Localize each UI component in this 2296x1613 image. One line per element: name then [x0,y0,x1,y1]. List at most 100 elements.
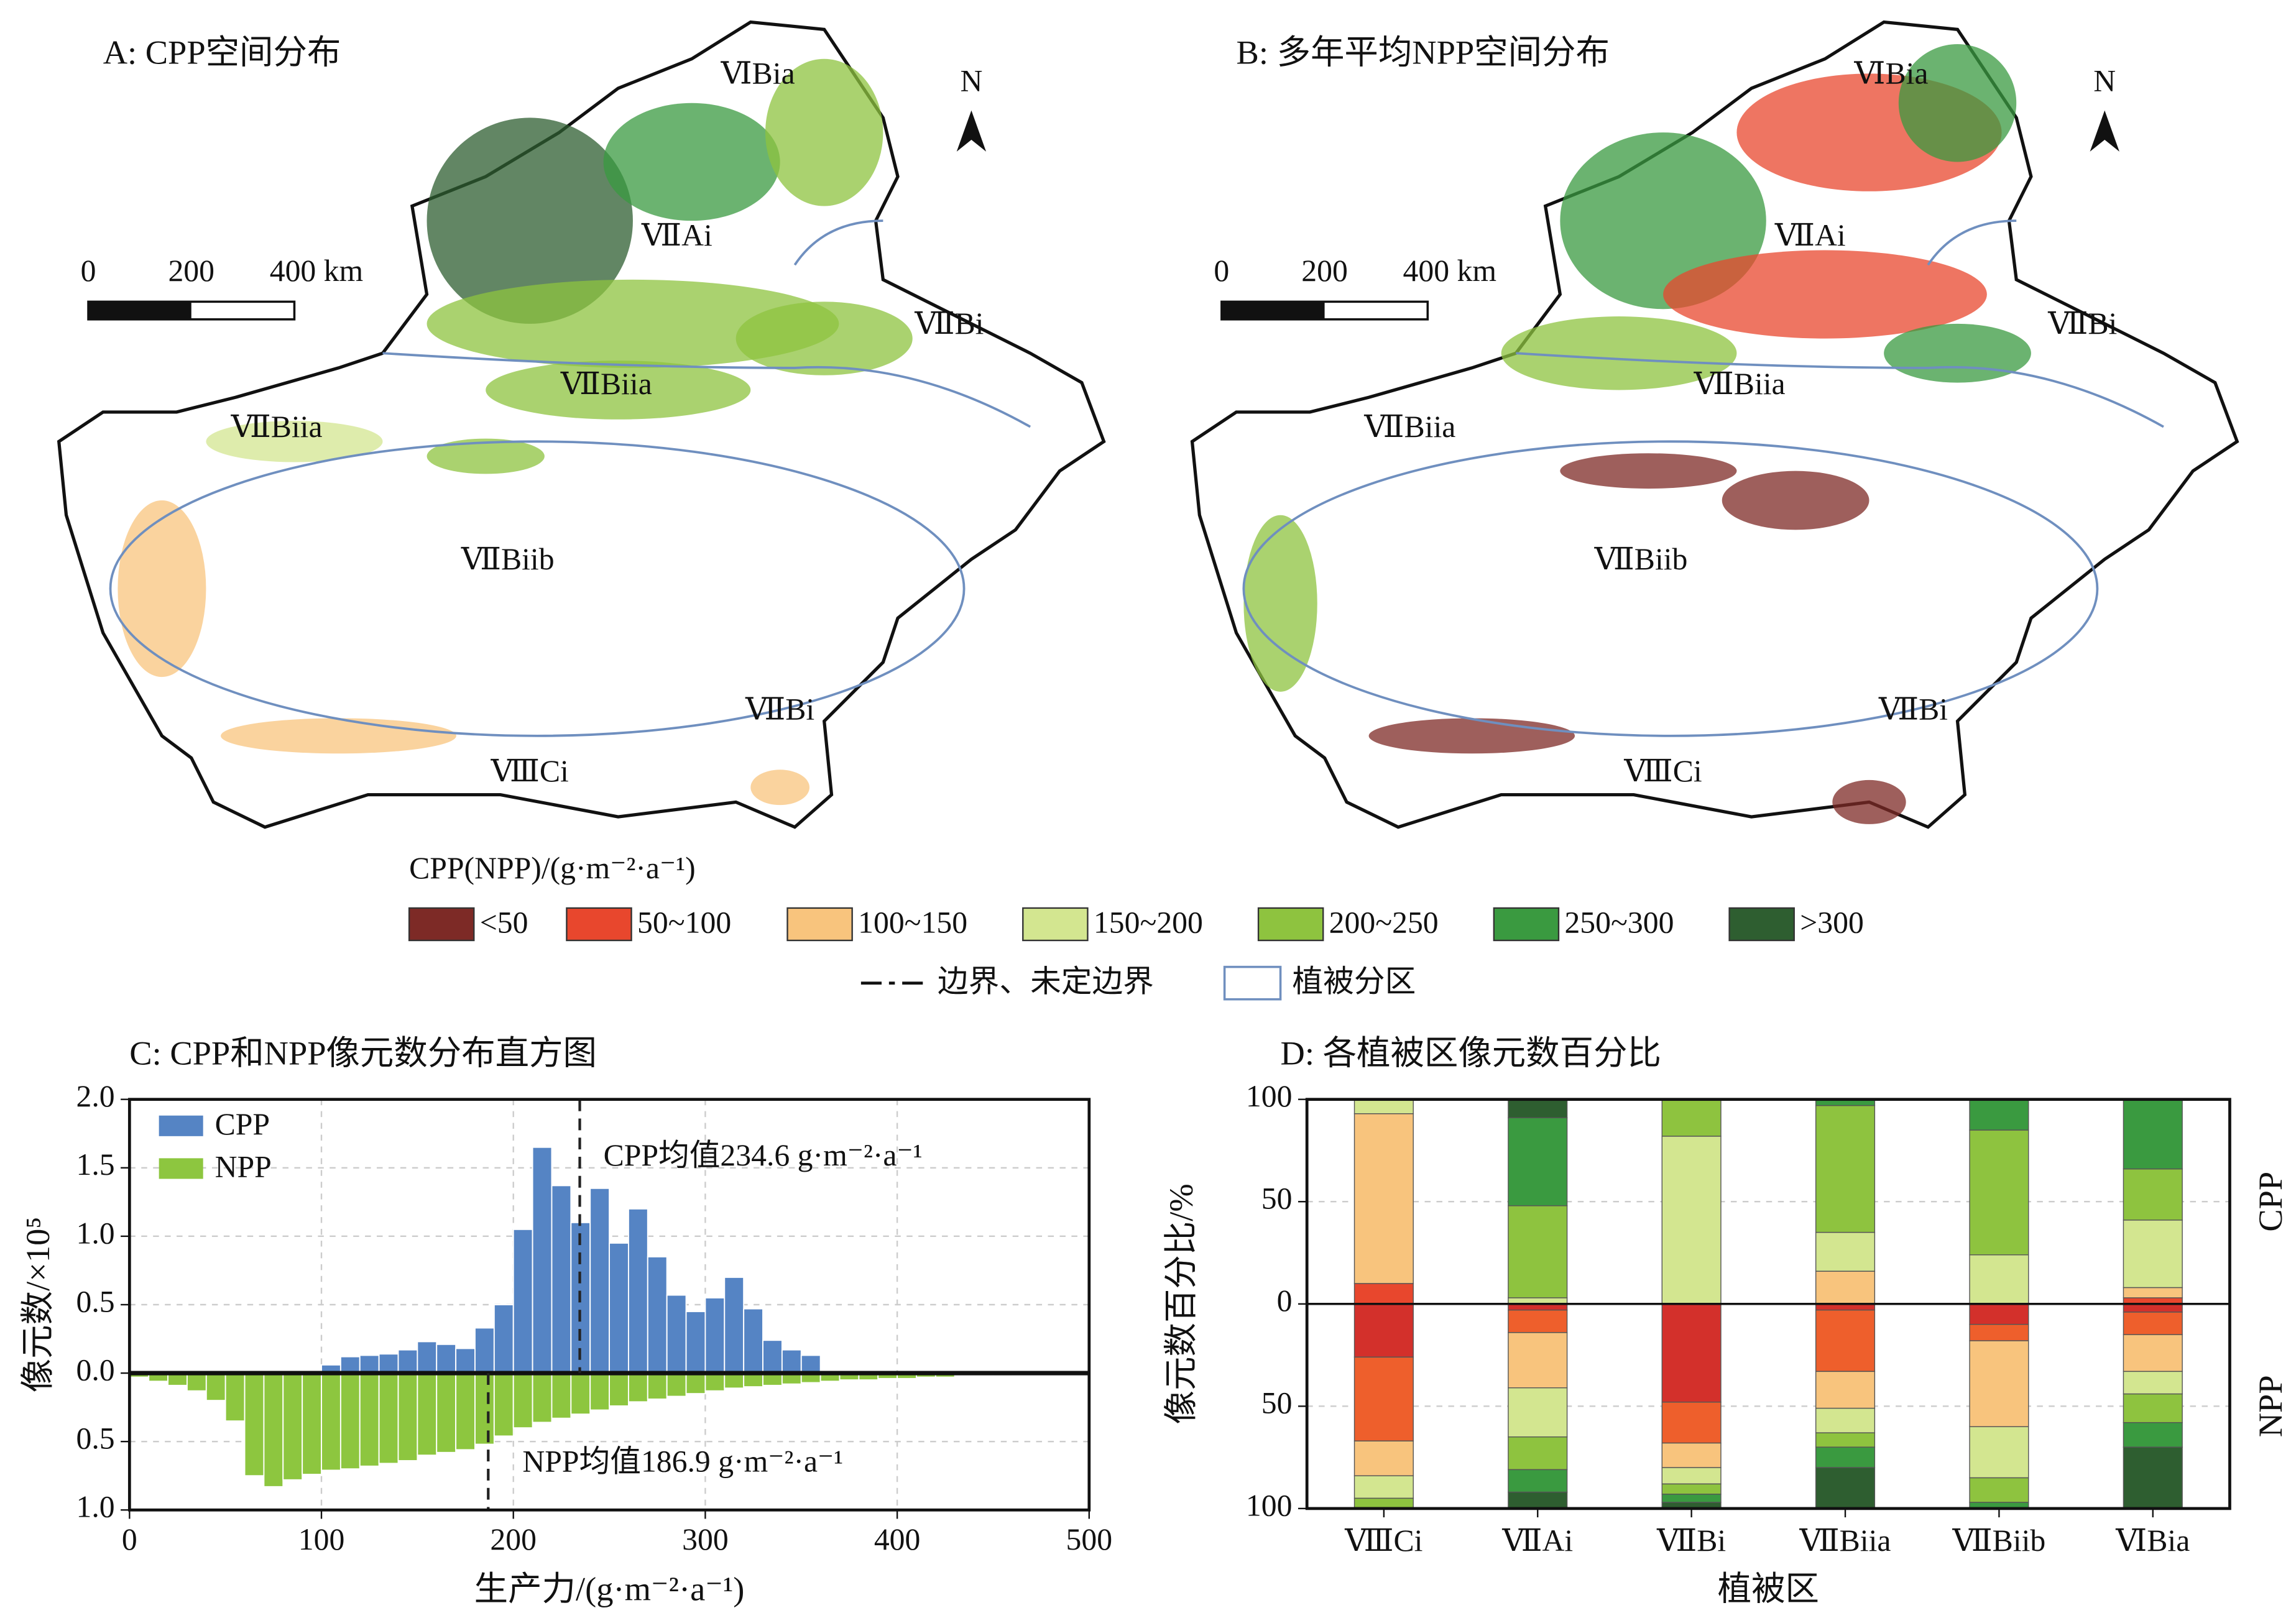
histogram-bar [302,1372,322,1475]
north-label: N [960,63,982,98]
region-label: ⅦBiib [1594,542,1688,576]
stacked-segment [2123,1287,2183,1298]
x-tick-label: 500 [1066,1522,1113,1556]
y-tick-label: 2.0 [76,1079,115,1113]
stacked-segment [1508,1205,1568,1298]
stacked-segment [1661,1402,1722,1444]
stacked-segment [2123,1371,2183,1395]
group-label: NPP [2251,1375,2289,1437]
legend-label: NPP [215,1150,272,1184]
legend-title: CPP(NPP)/(g·m⁻²·a⁻¹) [409,851,696,885]
vegetation-patch [1663,250,1987,339]
x-tick-label: 0 [122,1522,137,1556]
vegetation-patch [1560,453,1737,489]
stacked-segment [1508,1098,1568,1119]
stacked-segment [1969,1426,2029,1479]
region-label: ⅥBia [721,57,795,91]
histogram-bar [704,1372,726,1392]
stacked-segment [1815,1407,1876,1433]
stacked-segment [1353,1356,1414,1441]
legend-label: >300 [1800,906,1864,940]
histogram-bar [474,1327,495,1374]
stacked-segment [1661,1467,1722,1485]
plot-frame [1305,1098,2231,1510]
legend-label: 50~100 [637,906,731,940]
y-tick-label: 50 [1261,1182,1293,1216]
y-tick-label: 0.0 [76,1353,115,1387]
group-label: CPP [2251,1172,2289,1232]
y-axis-label: 像元数百分比/% [1162,1183,1200,1424]
x-tick-label: ⅥBia [2115,1523,2190,1558]
x-axis-label: 植被区 [1718,1569,1819,1607]
stacked-segment [2123,1446,2183,1509]
legend-label: 150~200 [1094,906,1203,940]
stacked-segment [1815,1446,1876,1468]
map-title: A: CPP空间分布 [103,33,341,71]
histogram-bar [570,1372,591,1415]
stacked-segment [1508,1117,1568,1206]
scale-bar [1221,301,1325,319]
zone-boundary [382,219,1031,428]
legend-swatch [408,907,475,942]
stacked-segment [1969,1254,2029,1305]
histogram-bar [666,1372,687,1397]
plot-frame [127,1098,1091,1512]
zone-boundary [1242,440,2099,737]
y-tick-label: 100 [1246,1079,1293,1113]
legend-label: 100~150 [858,906,967,940]
stacked-segment [1661,1483,1722,1495]
chart-title: D: 各植被区像元数百分比 [1281,1034,1661,1072]
region-label: ⅦBiia [231,410,323,444]
scale-bar [88,301,191,319]
stacked-segment [1508,1436,1568,1471]
stacked-segment [1353,1303,1414,1358]
histogram-bar [762,1340,783,1374]
histogram-bar [493,1304,514,1374]
legend-swatch [159,1115,203,1136]
vegetation-patch [1501,316,1737,390]
histogram-bar [474,1372,495,1445]
x-tick-label: 300 [682,1522,729,1556]
zone-boundary [1516,219,2164,428]
vegetation-patch [603,103,780,221]
stacked-segment [1969,1098,2029,1131]
region-label: ⅦBiib [461,542,555,576]
y-tick-label: 0.5 [76,1284,115,1318]
stacked-segment [1508,1387,1568,1438]
vegetation-patch [1884,323,2031,383]
histogram-bar [724,1276,745,1374]
y-tick-label: 0 [1277,1284,1293,1318]
north-arrow [956,110,987,152]
legend-label: 250~300 [1564,906,1674,940]
legend-swatch [1022,907,1089,942]
histogram-bar [436,1372,457,1453]
histogram-bar [685,1372,706,1395]
y-tick-label: 50 [1261,1386,1293,1420]
stacked-segment [1661,1136,1722,1305]
stacked-segment [2123,1334,2183,1372]
histogram-bar [647,1256,668,1374]
x-tick-label: ⅦAi [1501,1523,1573,1558]
stacked-segment [1508,1309,1568,1333]
stacked-segment [2123,1303,2183,1313]
region-label: ⅦBi [745,692,814,726]
stacked-segment [1661,1494,1722,1503]
scale-label: 400 km [1403,254,1496,288]
map-panel: B: 多年平均NPP空间分布 ⅥBia ⅦAi ⅦBi ⅦBiia ⅦBiia ⅦBiib Ⅶ… [1190,20,2239,829]
stacked-segment [1353,1113,1414,1284]
region-label: ⅦBiia [1363,410,1455,444]
histogram-bar [339,1372,361,1470]
y-axis-label: 像元数/×10⁵ [19,1217,57,1393]
stacked-segment [1969,1303,2029,1325]
north-label: N [2093,63,2116,98]
vegetation-patch [1368,718,1575,754]
histogram-bar [455,1348,476,1374]
mean-annotation: CPP均值234.6 g·m⁻²·a⁻¹ [604,1138,923,1172]
mean-annotation: NPP均值186.9 g·m⁻²·a⁻¹ [522,1444,843,1478]
histogram-bar [512,1228,533,1374]
region-label: ⅦBiia [1694,367,1786,401]
x-axis-label: 生产力/(g·m⁻²·a⁻¹) [474,1569,745,1607]
histogram-bar [417,1372,438,1456]
histogram-bar [551,1372,572,1419]
